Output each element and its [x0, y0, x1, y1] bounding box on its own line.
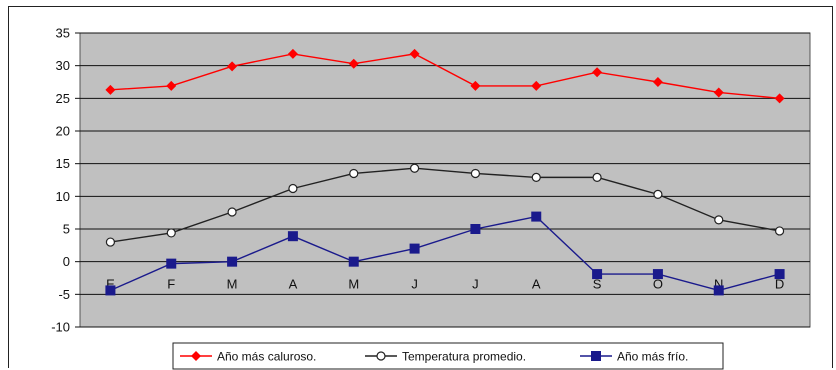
data-point: [470, 80, 481, 91]
data-point: [713, 87, 724, 98]
x-tick-label: J: [472, 277, 479, 292]
x-tick-label: D: [775, 277, 784, 292]
y-tick-label: 35: [56, 26, 70, 41]
data-point: [652, 269, 663, 280]
data-point: [652, 77, 663, 87]
y-axis-ticks: 35 30 25 20 15 10 5 0 -5 -10: [51, 26, 80, 335]
series-2: [105, 163, 785, 247]
data-point: [105, 237, 116, 247]
y-tick-label: 25: [56, 91, 70, 106]
data-point: [105, 84, 116, 95]
legend-entry: Temperatura promedio.: [365, 350, 526, 364]
series-line: [110, 167, 780, 243]
y-tick-label: -10: [51, 320, 70, 335]
data-point: [713, 285, 724, 296]
data-point: [653, 189, 663, 199]
legend-label: Año más caluroso.: [217, 350, 316, 364]
data-point: [409, 48, 420, 59]
data-point: [409, 243, 420, 254]
data-point: [470, 224, 481, 234]
data-point: [774, 93, 785, 104]
series-line: [110, 53, 780, 100]
data-point: [348, 58, 359, 69]
data-point: [227, 207, 237, 217]
series-layer: [105, 48, 785, 296]
legend: Año más caluroso. Temperatura promedio. Añ…: [172, 342, 724, 370]
data-point: [349, 168, 359, 179]
plot-area: [79, 32, 811, 328]
data-point: [470, 168, 481, 179]
x-tick-label: M: [227, 277, 238, 292]
data-point: [531, 172, 541, 182]
legend-box: [172, 342, 724, 370]
x-tick-label: E: [106, 277, 115, 292]
data-point: [166, 258, 177, 269]
y-tick-label: -5: [58, 287, 70, 302]
chart-frame: [8, 6, 833, 368]
series-3: [105, 211, 785, 296]
data-point: [774, 269, 785, 280]
gridlines: [80, 32, 810, 328]
y-tick-label: 5: [63, 222, 70, 237]
y-tick-label: 0: [63, 254, 70, 269]
data-point: [409, 163, 420, 173]
data-point: [592, 67, 603, 78]
x-tick-label: M: [348, 277, 359, 292]
data-point: [166, 228, 176, 238]
data-point: [287, 231, 298, 242]
data-point: [531, 211, 542, 222]
data-point: [348, 256, 359, 267]
x-tick-label: A: [289, 277, 298, 292]
legend-entry: Año más frío.: [580, 350, 688, 364]
data-point: [288, 183, 298, 194]
x-tick-label: S: [593, 277, 602, 292]
x-tick-label: N: [714, 277, 723, 292]
data-point: [227, 256, 238, 267]
x-tick-label: O: [653, 277, 663, 292]
data-point: [376, 351, 386, 361]
data-point: [591, 351, 601, 361]
data-point: [166, 80, 177, 91]
series-line: [110, 215, 780, 292]
data-point: [774, 226, 785, 236]
data-point: [227, 61, 238, 72]
y-tick-label: 30: [56, 58, 70, 73]
legend-label: Temperatura promedio.: [402, 350, 526, 364]
data-point: [531, 80, 542, 91]
data-point: [105, 285, 116, 296]
x-tick-label: J: [411, 277, 418, 292]
x-tick-label: F: [167, 277, 175, 292]
data-point: [592, 269, 603, 280]
data-point: [191, 351, 201, 361]
legend-entry: Año más caluroso.: [180, 350, 316, 364]
series-1: [105, 48, 785, 104]
y-tick-label: 15: [56, 156, 70, 171]
legend-label: Año más frío.: [617, 350, 688, 364]
y-tick-label: 10: [56, 189, 70, 204]
data-point: [592, 172, 602, 182]
data-point: [714, 215, 724, 225]
y-tick-label: 20: [56, 124, 70, 139]
data-point: [287, 48, 298, 59]
x-tick-label: A: [532, 277, 541, 292]
